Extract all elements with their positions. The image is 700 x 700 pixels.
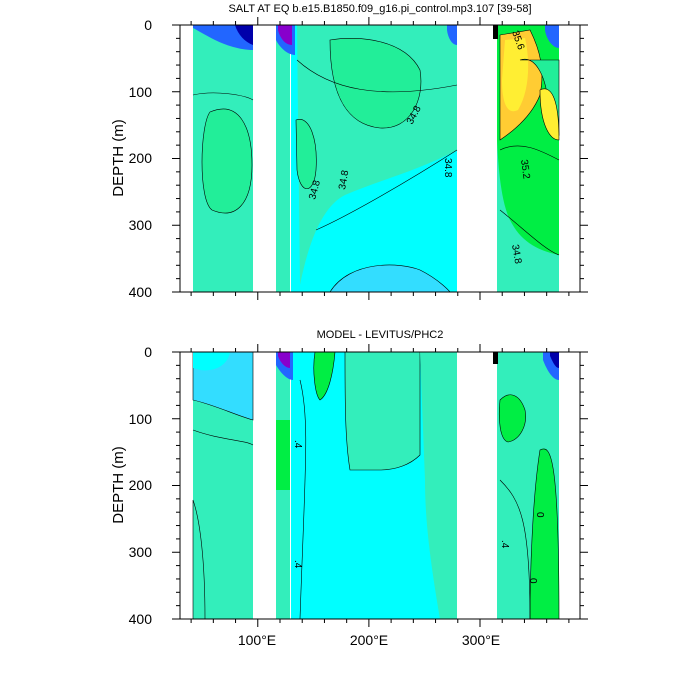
difference-patch bbox=[313, 351, 336, 401]
contour-label: .4 bbox=[292, 440, 303, 449]
contour-label: 0 bbox=[527, 578, 538, 584]
bottom-panel: MODEL - LEVITUS/PHC2 .4 .4 0 .4 0 DEPTH … bbox=[110, 329, 581, 648]
salinity-patch bbox=[201, 108, 253, 214]
x-tick-label: 100°E bbox=[238, 632, 276, 648]
salinity-patch bbox=[329, 38, 422, 129]
contour-label: 34.8 bbox=[307, 179, 323, 201]
y-tick-label: 100 bbox=[129, 84, 153, 100]
difference-patch bbox=[344, 351, 421, 471]
y-tick-label: 300 bbox=[129, 544, 153, 560]
y-ticks: 0 100 200 300 400 bbox=[129, 344, 153, 627]
difference-patch bbox=[420, 352, 457, 619]
top-panel-title: SALT AT EQ b.e15.B1850.f09_g16.pi_contro… bbox=[228, 3, 531, 15]
salinity-patch bbox=[545, 25, 559, 48]
difference-patch bbox=[276, 420, 290, 490]
bottom-panel-title: MODEL - LEVITUS/PHC2 bbox=[317, 329, 444, 341]
contour-label: .4 bbox=[292, 560, 303, 569]
salinity-patch bbox=[447, 25, 457, 45]
contour-label: 34.8 bbox=[337, 169, 351, 191]
contour-line bbox=[499, 209, 560, 256]
salinity-patch bbox=[329, 264, 451, 293]
contour-label: 34.8 bbox=[442, 158, 453, 178]
contour-label: 35.2 bbox=[518, 159, 532, 180]
contour-line bbox=[299, 379, 307, 620]
contour-line bbox=[296, 59, 458, 93]
y-ticks: 0 100 200 300 400 bbox=[129, 17, 153, 300]
contour-line bbox=[499, 479, 531, 620]
x-tick-label: 200°E bbox=[350, 632, 388, 648]
contour-label: 34.8 bbox=[509, 244, 523, 266]
salinity-patch bbox=[295, 119, 317, 189]
salinity-patch bbox=[235, 25, 253, 45]
y-tick-label: 0 bbox=[144, 17, 152, 33]
difference-patch bbox=[550, 352, 559, 368]
difference-patch bbox=[493, 352, 498, 364]
contour-line bbox=[499, 145, 560, 161]
y-tick-label: 300 bbox=[129, 217, 153, 233]
x-ticks: 100°E 200°E 300°E bbox=[238, 632, 500, 648]
y-axis-label: DEPTH (m) bbox=[110, 119, 127, 197]
y-tick-label: 400 bbox=[129, 611, 153, 627]
salinity-patch bbox=[539, 88, 560, 141]
contour-line bbox=[192, 429, 254, 446]
salinity-patch bbox=[502, 38, 529, 112]
contour-label: .4 bbox=[499, 540, 510, 549]
x-tick-label: 300°E bbox=[462, 632, 500, 648]
difference-patch bbox=[278, 352, 290, 368]
y-tick-label: 100 bbox=[129, 411, 153, 427]
contour-label: 0 bbox=[534, 512, 545, 518]
salinity-patch bbox=[493, 25, 498, 39]
difference-patch bbox=[498, 394, 526, 443]
y-tick-label: 200 bbox=[129, 477, 153, 493]
field-region bbox=[276, 25, 290, 292]
contour-line bbox=[192, 92, 254, 101]
top-panel: SALT AT EQ b.e15.B1850.f09_g16.pi_contro… bbox=[110, 3, 581, 300]
difference-patch bbox=[193, 352, 230, 371]
salinity-patch bbox=[278, 25, 292, 45]
contour-line bbox=[315, 149, 458, 231]
tick-marks bbox=[172, 17, 588, 627]
y-tick-label: 400 bbox=[129, 284, 153, 300]
y-axis-label: DEPTH (m) bbox=[110, 446, 127, 524]
y-tick-label: 200 bbox=[129, 150, 153, 166]
y-tick-label: 0 bbox=[144, 344, 152, 360]
